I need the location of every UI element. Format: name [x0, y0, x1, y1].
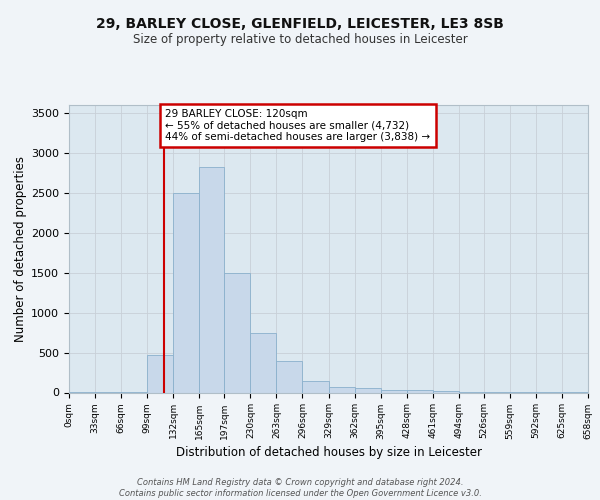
Y-axis label: Number of detached properties: Number of detached properties — [14, 156, 27, 342]
Bar — [277, 360, 302, 392]
Text: 29 BARLEY CLOSE: 120sqm
← 55% of detached houses are smaller (4,732)
44% of semi: 29 BARLEY CLOSE: 120sqm ← 55% of detache… — [165, 109, 430, 142]
Bar — [302, 382, 329, 392]
Text: Size of property relative to detached houses in Leicester: Size of property relative to detached ho… — [133, 32, 467, 46]
Bar — [355, 388, 380, 392]
Bar — [173, 193, 199, 392]
X-axis label: Distribution of detached houses by size in Leicester: Distribution of detached houses by size … — [176, 446, 482, 458]
Bar — [250, 332, 277, 392]
Text: 29, BARLEY CLOSE, GLENFIELD, LEICESTER, LE3 8SB: 29, BARLEY CLOSE, GLENFIELD, LEICESTER, … — [96, 18, 504, 32]
Bar — [380, 390, 407, 392]
Text: Contains HM Land Registry data © Crown copyright and database right 2024.
Contai: Contains HM Land Registry data © Crown c… — [119, 478, 481, 498]
Bar — [199, 168, 224, 392]
Bar — [147, 355, 173, 393]
Bar — [407, 390, 433, 392]
Bar — [329, 386, 355, 392]
Bar — [224, 272, 250, 392]
